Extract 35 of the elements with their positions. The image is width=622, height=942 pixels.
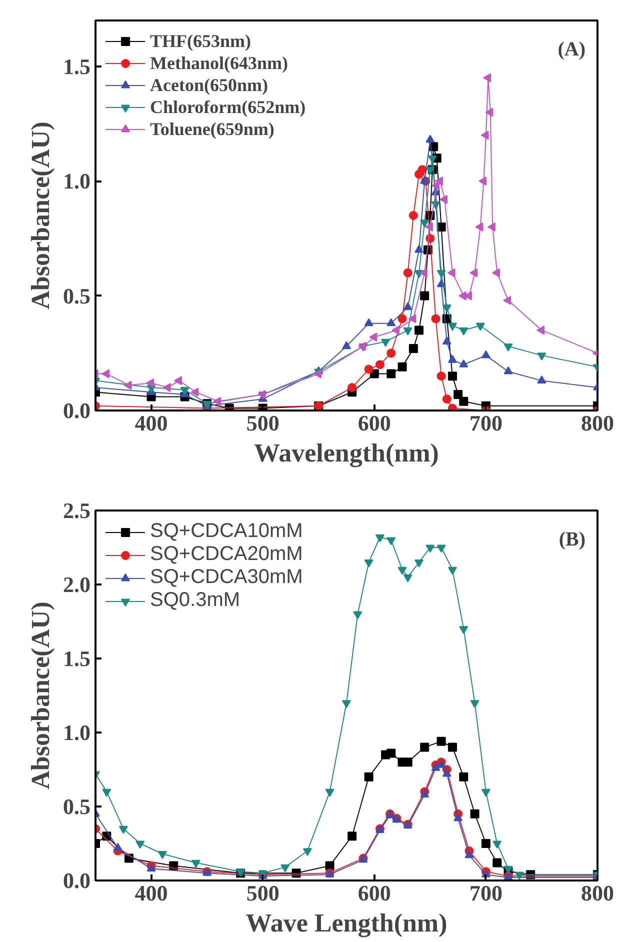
y-tick-label: 2.5 xyxy=(63,498,90,523)
y-tick-label: 0.5 xyxy=(63,283,90,308)
x-axis-title: Wave Length(nm) xyxy=(246,908,448,938)
y-tick-label: 1.0 xyxy=(63,720,90,745)
y-axis-title: Absorbance(AU) xyxy=(26,122,55,310)
legend-label: SQ+CDCA10mM xyxy=(150,520,303,543)
annotation: (B) xyxy=(558,528,586,550)
x-tick-label: 600 xyxy=(358,410,391,436)
x-tick-label: 700 xyxy=(469,410,502,436)
y-tick-label: 1.5 xyxy=(63,646,90,671)
legend-label: Aceton(650nm) xyxy=(150,74,268,96)
x-tick-label: 700 xyxy=(469,880,502,906)
legend-label: SQ+CDCA20mM xyxy=(150,543,303,566)
y-tick-label: 0.5 xyxy=(63,794,90,819)
y-axis-title: Absorbance(AU) xyxy=(26,602,55,790)
x-tick-label: 600 xyxy=(358,880,391,906)
legend-label: THF(653nm) xyxy=(150,30,251,52)
x-axis-title: Wavelength(nm) xyxy=(254,438,439,468)
y-tick-label: 0.0 xyxy=(63,868,90,893)
legend-label: Methanol(643nm) xyxy=(150,52,288,74)
y-tick-label: 0.0 xyxy=(63,398,90,423)
legend-label: SQ+CDCA30mM xyxy=(150,566,303,589)
x-tick-label: 800 xyxy=(581,880,614,906)
x-tick-label: 400 xyxy=(134,410,168,436)
legend-label: Chloroform(652nm) xyxy=(150,96,306,118)
legend-label: Toluene(659nm) xyxy=(150,118,274,140)
x-tick-label: 800 xyxy=(581,410,614,436)
y-tick-label: 1.5 xyxy=(63,54,90,79)
annotation: (A) xyxy=(558,38,586,60)
y-tick-label: 2.0 xyxy=(63,572,90,597)
x-tick-label: 400 xyxy=(134,880,168,906)
x-tick-label: 500 xyxy=(246,410,280,436)
x-tick-label: 500 xyxy=(246,880,280,906)
y-tick-label: 1.0 xyxy=(63,168,90,194)
legend-label: SQ0.3mM xyxy=(150,589,240,612)
